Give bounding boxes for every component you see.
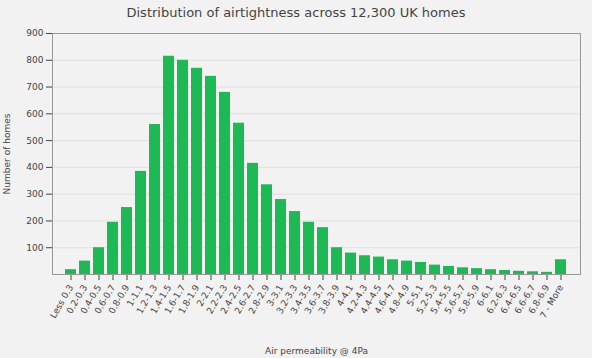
- svg-text:6.4-6.5: 6.4-6.5: [498, 282, 524, 316]
- svg-text:5.8-5.9: 5.8-5.9: [456, 282, 482, 316]
- svg-text:1.8-1.9: 1.8-1.9: [176, 282, 202, 316]
- svg-text:5.6-5.7: 5.6-5.7: [442, 282, 468, 316]
- svg-text:3.8-3.9: 3.8-3.9: [316, 282, 342, 316]
- html-text:Distribution of airtightness a: Distribution of airtightness across 12,3…: [126, 5, 466, 20]
- svg-text:4.4-4.5: 4.4-4.5: [358, 282, 384, 316]
- svg-text:5-5.1: 5-5.1: [404, 282, 426, 309]
- svg-text:5.4-5.5: 5.4-5.5: [428, 282, 454, 316]
- svg-text:Less 0.3: Less 0.3: [48, 282, 76, 320]
- svg-text:500: 500: [26, 135, 43, 145]
- svg-text:4.2-4.3: 4.2-4.3: [344, 282, 370, 316]
- svg-text:Number of homes: Number of homes: [2, 113, 12, 194]
- svg-text:5.2-5.3: 5.2-5.3: [414, 282, 440, 316]
- svg-text:1.6-1.7: 1.6-1.7: [162, 282, 188, 316]
- svg-text:6-6.1: 6-6.1: [474, 282, 496, 309]
- svg-text:0.8-0.9: 0.8-0.9: [106, 282, 132, 316]
- svg-text:3.4-3.5: 3.4-3.5: [288, 282, 314, 316]
- svg-text:3.6-3.7: 3.6-3.7: [302, 282, 328, 316]
- svg-text:2-2.1: 2-2.1: [194, 282, 216, 309]
- svg-text:2.8-2.9: 2.8-2.9: [246, 282, 272, 316]
- svg-text:Air permeability @ 4Pa: Air permeability @ 4Pa: [265, 346, 368, 356]
- svg-text:200: 200: [26, 216, 43, 226]
- svg-text:300: 300: [26, 189, 43, 199]
- svg-text:2.6-2.7: 2.6-2.7: [232, 282, 258, 316]
- svg-text:6.6-6.7: 6.6-6.7: [512, 282, 538, 316]
- svg-text:0.2-0.3: 0.2-0.3: [64, 282, 90, 316]
- svg-text:1-1.1: 1-1.1: [124, 282, 146, 309]
- svg-text:2.4-2.5: 2.4-2.5: [218, 282, 244, 316]
- svg-text:900: 900: [26, 28, 43, 38]
- svg-text:6.8-6.9: 6.8-6.9: [526, 282, 552, 316]
- svg-text:4-4.1: 4-4.1: [334, 282, 356, 309]
- svg-text:800: 800: [26, 55, 43, 65]
- svg-text:6.2-6.3: 6.2-6.3: [484, 282, 510, 316]
- svg-text:1.4-1.5: 1.4-1.5: [148, 282, 174, 316]
- svg-text:400: 400: [26, 162, 43, 172]
- svg-text:100: 100: [26, 243, 43, 253]
- svg-text:4.6-4.7: 4.6-4.7: [372, 282, 398, 316]
- svg-text:3.2-3.3: 3.2-3.3: [274, 282, 300, 316]
- svg-text:7 - More: 7 - More: [538, 283, 565, 320]
- svg-text:0.4-0.5: 0.4-0.5: [78, 282, 104, 316]
- svg-text:0.6-0.7: 0.6-0.7: [92, 282, 118, 316]
- svg-text:700: 700: [26, 82, 43, 92]
- svg-text:4.8-4.9: 4.8-4.9: [386, 282, 412, 316]
- svg-text:1.2-1.3: 1.2-1.3: [134, 282, 160, 316]
- svg-text:600: 600: [26, 109, 43, 119]
- svg-text:3-3.1: 3-3.1: [264, 282, 286, 309]
- svg-text:2.2-2.3: 2.2-2.3: [204, 282, 230, 316]
